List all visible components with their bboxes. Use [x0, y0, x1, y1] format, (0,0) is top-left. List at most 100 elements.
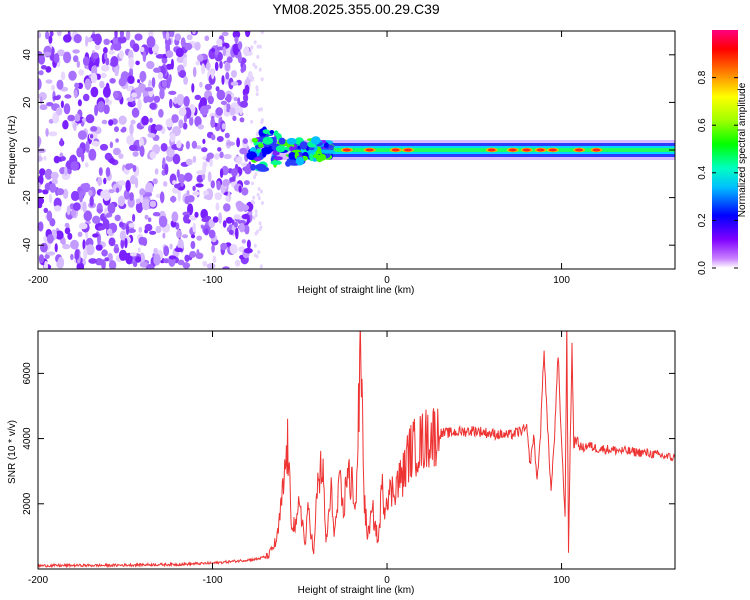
- noise-blob: [252, 215, 256, 220]
- noise-blob: [151, 77, 156, 88]
- noise-blob: [115, 138, 119, 143]
- signal-blob: [286, 137, 297, 145]
- noise-blob: [176, 229, 182, 239]
- noise-blob: [64, 166, 68, 177]
- noise-blob: [128, 223, 135, 228]
- noise-blob: [129, 144, 138, 151]
- hot-spot: [391, 148, 400, 152]
- hot-spot: [342, 148, 351, 152]
- noise-blob: [206, 61, 211, 71]
- noise-blob: [177, 259, 185, 266]
- noise-blob: [105, 167, 111, 177]
- noise-blob: [115, 187, 120, 193]
- y-tick-label: -20: [22, 190, 33, 205]
- noise-blob: [121, 126, 127, 132]
- noise-blob: [132, 43, 140, 53]
- noise-blob: [139, 188, 146, 196]
- noise-blob: [215, 202, 220, 211]
- colorbar-ticks: 0.0 0.2 0.4 0.6 0.8: [697, 70, 738, 275]
- noise-blob: [108, 119, 114, 126]
- noise-blob: [255, 132, 259, 137]
- noise-blob: [118, 180, 126, 186]
- noise-blob: [214, 61, 219, 71]
- y-tick-label: 40: [22, 49, 33, 61]
- noise-blob: [224, 132, 230, 139]
- noise-blob: [254, 65, 258, 70]
- snr-series-line: [38, 331, 675, 569]
- noise-blob: [159, 88, 165, 100]
- noise-blob: [100, 190, 106, 199]
- noise-blob: [93, 33, 102, 46]
- noise-blob: [157, 72, 164, 80]
- noise-blob: [243, 180, 250, 186]
- noise-blob: [107, 202, 116, 214]
- noise-blob: [64, 222, 70, 228]
- noise-blob: [183, 76, 189, 85]
- noise-blob: [199, 97, 208, 108]
- noise-blob: [244, 224, 250, 235]
- noise-blob: [231, 168, 238, 177]
- colorbar-tick-label: 0.8: [697, 70, 708, 84]
- noise-blob: [53, 53, 60, 64]
- noise-blob: [43, 51, 52, 57]
- noise-blob: [92, 233, 99, 238]
- noise-blob: [210, 117, 216, 128]
- noise-blob: [194, 116, 202, 127]
- noise-blob: [225, 216, 233, 224]
- noise-blob: [202, 161, 208, 168]
- noise-blob: [183, 96, 190, 107]
- signal-blob: [246, 151, 257, 161]
- noise-blob: [250, 45, 254, 50]
- noise-blob: [38, 188, 43, 194]
- noise-blob: [38, 174, 44, 185]
- noise-blob: [215, 107, 223, 116]
- noise-blob: [112, 118, 118, 125]
- snr-x-label: Height of straight line (km): [298, 585, 415, 596]
- noise-blob: [101, 249, 108, 257]
- noise-blob: [38, 54, 46, 65]
- noise-blob: [204, 228, 209, 236]
- noise-blob: [243, 247, 253, 254]
- noise-blob: [232, 115, 237, 122]
- noise-blob: [225, 103, 231, 113]
- noise-blob: [250, 78, 254, 82]
- noise-blob: [90, 72, 98, 84]
- noise-blob: [131, 107, 140, 118]
- noise-blob: [146, 36, 156, 48]
- noise-blob: [189, 116, 194, 126]
- noise-blob: [48, 35, 53, 44]
- noise-blob: [44, 168, 53, 180]
- noise-blob: [165, 63, 173, 70]
- noise-blob: [223, 203, 231, 212]
- noise-blob: [164, 163, 169, 175]
- noise-blob: [214, 153, 220, 160]
- noise-blob: [186, 190, 190, 196]
- noise-blob: [216, 38, 223, 46]
- noise-blob: [147, 132, 156, 138]
- noise-blob: [216, 136, 224, 142]
- noise-blob: [66, 205, 71, 216]
- colorbar-tick-label: 0.6: [697, 118, 708, 132]
- spectrogram-x-label: Height of straight line (km): [298, 285, 415, 296]
- noise-blob: [82, 93, 90, 102]
- noise-blob: [209, 158, 213, 167]
- noise-blob: [239, 106, 243, 116]
- noise-blob: [216, 89, 226, 101]
- noise-blob: [233, 221, 238, 228]
- noise-blob: [88, 148, 97, 161]
- noise-blob: [238, 222, 245, 233]
- noise-blob: [179, 70, 187, 78]
- noise-blob: [72, 202, 81, 211]
- noise-blob: [223, 153, 232, 160]
- noise-blob: [123, 189, 130, 200]
- noise-blob: [214, 192, 223, 200]
- noise-blob: [139, 261, 149, 268]
- signal-blob: [258, 143, 264, 148]
- noise-blob: [203, 194, 213, 200]
- noise-blob: [55, 107, 63, 116]
- noise-blob: [161, 79, 168, 88]
- noise-blob: [137, 98, 142, 111]
- noise-blobs: [38, 31, 265, 269]
- noise-blob: [117, 36, 127, 44]
